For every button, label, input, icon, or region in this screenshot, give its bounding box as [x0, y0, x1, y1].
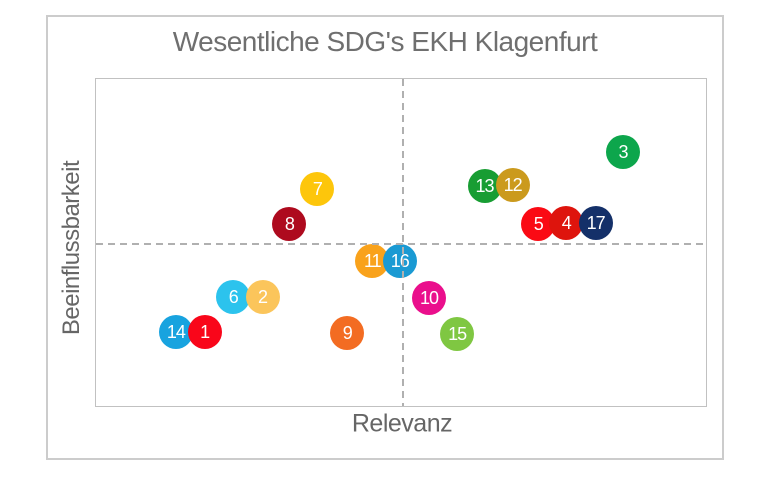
plot-area: 1 2 3 4 5 6 7 8 9 10 11 12 13 14 15 16 17	[95, 78, 707, 407]
sdg-point-3: 3	[606, 134, 641, 169]
quadrant-divider-vertical	[402, 79, 405, 406]
sdg-point-12: 12	[495, 168, 530, 203]
sdg-point-7: 7	[300, 172, 335, 207]
sdg-point-14: 14	[158, 315, 193, 350]
x-axis-label: Relevanz	[351, 409, 453, 438]
sdg-point-10: 10	[412, 280, 447, 315]
sdg-point-8: 8	[272, 207, 307, 242]
sdg-point-16: 16	[382, 243, 417, 278]
chart-title: Wesentliche SDG's EKH Klagenfurt	[172, 26, 598, 57]
sdg-point-2: 2	[245, 279, 280, 314]
sdg-point-6: 6	[216, 279, 251, 314]
y-axis-label: Beeinflussbarkeit	[58, 160, 85, 336]
sdg-point-17: 17	[578, 206, 613, 241]
sdg-point-15: 15	[440, 317, 475, 352]
sdg-point-1: 1	[187, 315, 222, 350]
sdg-point-4: 4	[549, 206, 584, 241]
sdg-point-11: 11	[355, 243, 390, 278]
sdg-point-9: 9	[330, 316, 365, 351]
